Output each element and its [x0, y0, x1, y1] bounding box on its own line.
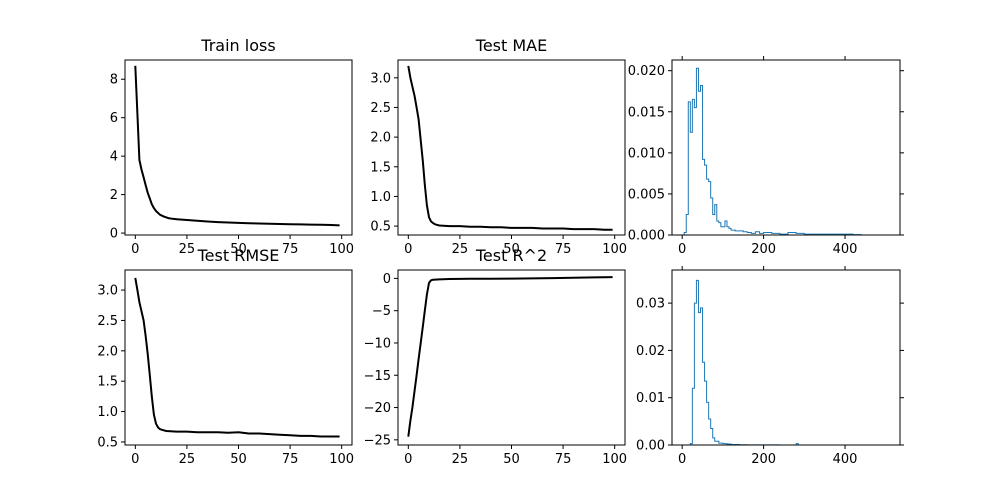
x-tick-label: 75: [555, 242, 572, 257]
subplot-0: 0 25 50 75 100 0 2 4 6 8 Train loss: [110, 36, 354, 257]
x-tick-label: 25: [452, 452, 469, 467]
y-tick-label: 0.020: [628, 64, 665, 79]
x-tick-label: 50: [230, 242, 247, 257]
x-tick-label: 100: [602, 242, 627, 257]
x-tick-label: 25: [452, 242, 469, 257]
histogram-series-0: [682, 67, 886, 236]
y-tick-label: 2: [110, 188, 118, 203]
y-tick-label: 6: [110, 111, 118, 126]
x-tick-label: 25: [179, 242, 196, 257]
y-tick-label: 0.03: [636, 297, 665, 312]
line-series-0: [407, 65, 613, 231]
y-tick-label: 0.010: [628, 146, 665, 161]
y-tick-label: −15: [364, 369, 391, 384]
x-tick-label: 75: [282, 452, 299, 467]
axes-frame: [671, 59, 901, 236]
chart-title: Test MAE: [475, 36, 547, 55]
x-tick-label: 0: [131, 452, 139, 467]
x-tick-label: 50: [230, 452, 247, 467]
y-tick-label: −10: [364, 336, 391, 351]
x-tick-label: 0: [131, 242, 139, 257]
y-tick-label: 2.0: [97, 344, 118, 359]
x-tick-label: 0: [678, 452, 686, 467]
x-tick-label: 100: [602, 452, 627, 467]
subplot-4: 0 25 50 75 100 −25 −20 −15 −10 −5 0 Test R^2: [364, 246, 628, 467]
x-tick-label: 400: [833, 242, 858, 257]
y-tick-label: −20: [364, 401, 391, 416]
y-tick-label: −25: [364, 433, 391, 448]
x-tick-label: 75: [555, 452, 572, 467]
y-tick-label: 1.5: [370, 160, 391, 175]
x-tick-label: 200: [751, 242, 776, 257]
y-tick-label: 0.00: [636, 439, 665, 454]
line-series-0: [134, 277, 340, 438]
chart-title: Test R^2: [475, 246, 547, 265]
subplot-5: 0 200 400 0.00 0.01 0.02 0.03: [636, 266, 904, 467]
y-tick-label: 4: [110, 150, 118, 165]
line-series-0: [407, 276, 613, 437]
chart-title: Test RMSE: [197, 246, 280, 265]
y-tick-label: 0: [110, 227, 118, 242]
y-tick-label: 8: [110, 73, 118, 88]
y-tick-label: −5: [372, 304, 391, 319]
y-tick-label: 2.5: [97, 314, 118, 329]
axes-frame: [397, 59, 626, 236]
x-tick-label: 75: [282, 242, 299, 257]
x-tick-label: 200: [751, 452, 776, 467]
axes-frame: [124, 269, 353, 446]
x-tick-label: 50: [503, 452, 520, 467]
y-tick-label: 0.000: [628, 229, 665, 244]
histogram-series-0: [682, 279, 886, 446]
x-tick-label: 400: [833, 452, 858, 467]
y-tick-label: 0.5: [97, 435, 118, 450]
x-tick-label: 100: [329, 452, 354, 467]
y-tick-label: 1.0: [97, 405, 118, 420]
y-tick-label: 0.02: [636, 344, 665, 359]
y-tick-label: 0.015: [628, 105, 665, 120]
y-tick-label: 3.0: [370, 71, 391, 86]
axes-frame: [671, 269, 901, 446]
subplot-1: 0 25 50 75 100 0.5 1.0 1.5 2.0 2.5 3.0 Test MAE: [370, 36, 627, 257]
y-tick-label: 3.0: [97, 284, 118, 299]
y-tick-label: 0.01: [636, 391, 665, 406]
chart-title: Train loss: [200, 36, 275, 55]
subplot-2: 0 200 400 0.000 0.005 0.010 0.015 0.020: [628, 56, 904, 257]
y-tick-label: 0.5: [370, 220, 391, 235]
x-tick-label: 100: [329, 242, 354, 257]
y-tick-label: 1.5: [97, 375, 118, 390]
y-tick-label: 2.0: [370, 131, 391, 146]
x-tick-label: 0: [404, 242, 412, 257]
y-tick-label: 0: [383, 272, 391, 287]
axes-frame: [397, 269, 626, 446]
x-tick-label: 0: [404, 452, 412, 467]
y-tick-label: 1.0: [370, 190, 391, 205]
x-tick-label: 0: [678, 242, 686, 257]
subplot-3: 0 25 50 75 100 0.5 1.0 1.5 2.0 2.5 3.0 Test RMSE: [97, 246, 354, 467]
y-tick-label: 2.5: [370, 101, 391, 116]
line-series-0: [134, 65, 340, 227]
y-tick-label: 0.005: [628, 187, 665, 202]
x-tick-label: 25: [179, 452, 196, 467]
axes-frame: [124, 59, 353, 236]
x-tick-label: 50: [503, 242, 520, 257]
